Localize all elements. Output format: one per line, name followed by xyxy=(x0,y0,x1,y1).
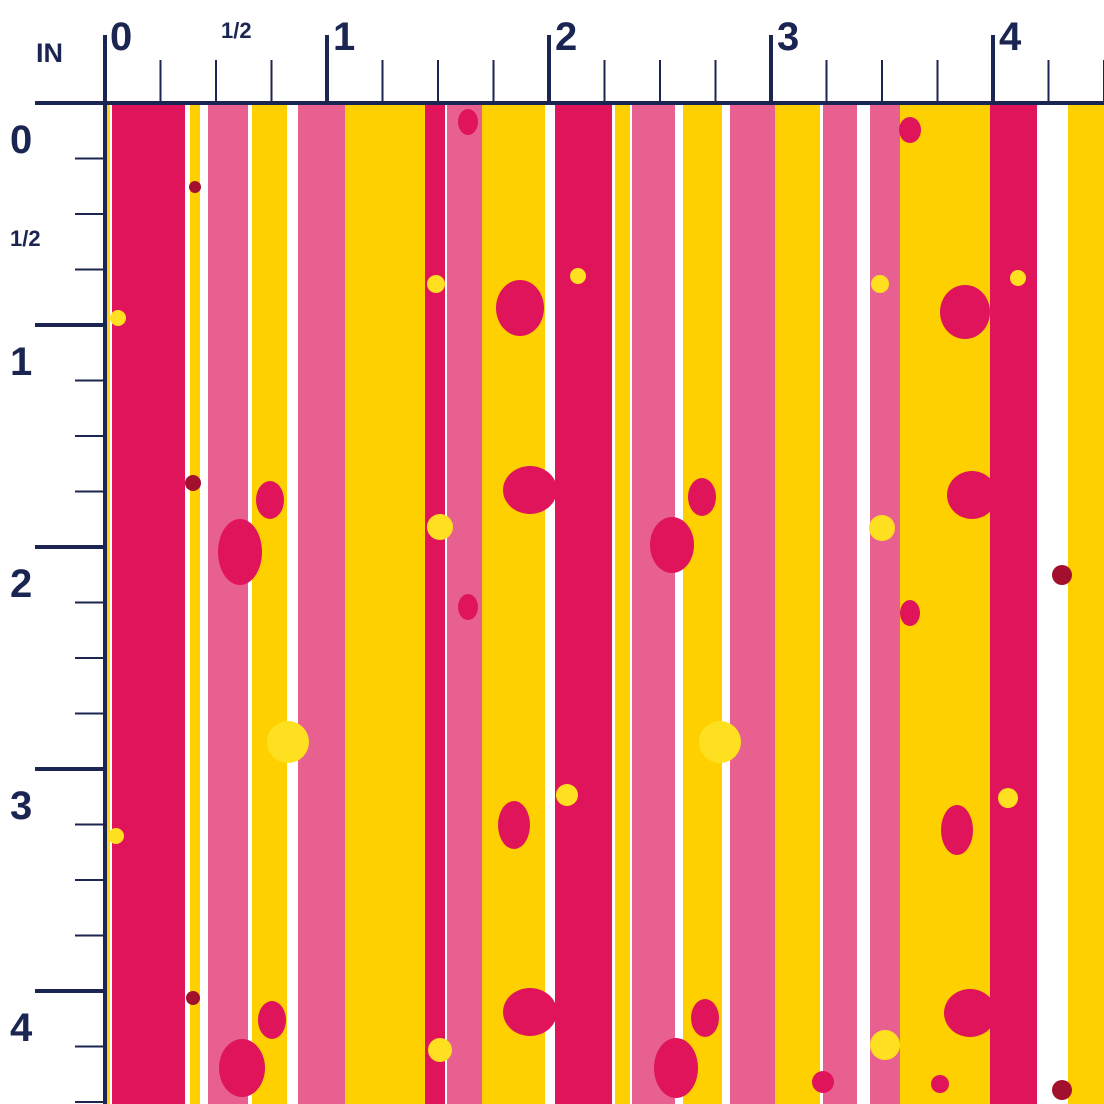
left-ruler-label: 0 xyxy=(10,118,32,162)
top-ruler-label: 0 xyxy=(110,15,132,59)
top-ruler-label: 1 xyxy=(333,15,355,59)
left-ruler-label: 1/2 xyxy=(10,226,41,251)
left-ruler-label: 4 xyxy=(10,1006,33,1050)
top-ruler-label: 1/2 xyxy=(221,18,252,43)
left-ruler-label: 2 xyxy=(10,562,32,606)
top-ruler-label: 2 xyxy=(555,15,577,59)
top-ruler-label: 4 xyxy=(999,15,1022,59)
left-ruler-label: 3 xyxy=(10,784,32,828)
ruler xyxy=(35,35,1104,1104)
fabric-swatch xyxy=(105,103,1104,1104)
left-ruler-label: 1 xyxy=(10,340,32,384)
top-ruler-label: 3 xyxy=(777,15,799,59)
ruler-unit: IN xyxy=(36,38,63,68)
